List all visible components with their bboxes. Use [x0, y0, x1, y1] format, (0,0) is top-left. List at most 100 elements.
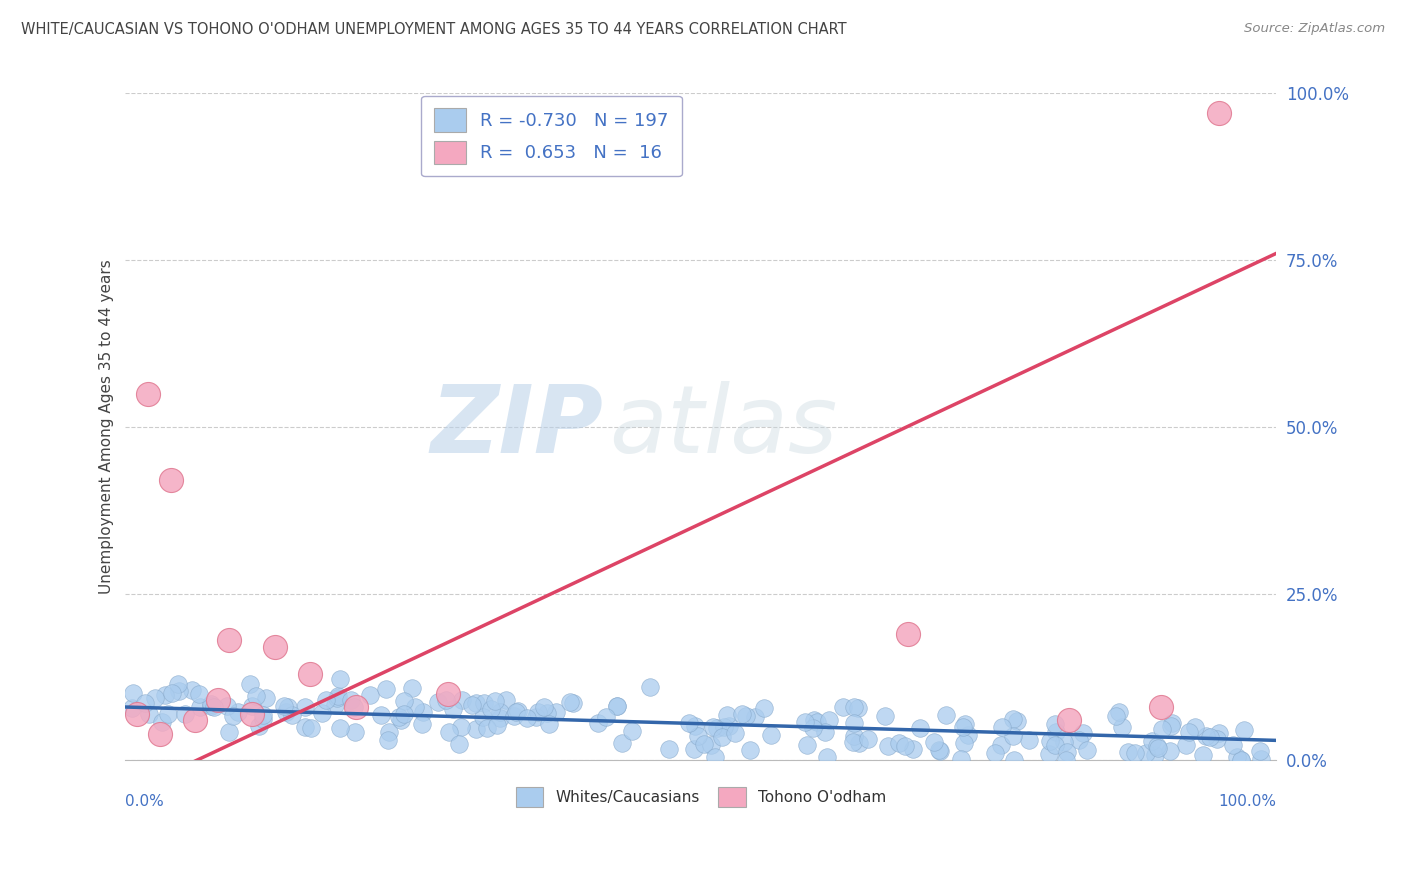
Point: [1250, 752, 1272, 766]
Point: [842, 735, 865, 749]
Point: [401, 681, 423, 696]
Point: [894, 739, 917, 753]
Point: [620, 724, 643, 739]
Point: [536, 706, 558, 720]
Point: [1160, 719, 1182, 733]
Point: [245, 689, 267, 703]
Point: [1222, 738, 1244, 752]
Point: [240, 698, 263, 713]
Point: [344, 700, 367, 714]
Text: Source: ZipAtlas.com: Source: ZipAtlas.com: [1244, 22, 1385, 36]
Point: [460, 698, 482, 712]
Point: [524, 710, 547, 724]
Point: [1135, 746, 1157, 760]
Point: [803, 713, 825, 727]
Point: [1225, 749, 1247, 764]
Point: [465, 696, 488, 710]
Point: [200, 699, 222, 714]
Point: [162, 686, 184, 700]
Point: [1192, 747, 1215, 762]
Point: [277, 699, 299, 714]
Point: [166, 677, 188, 691]
Point: [1146, 739, 1168, 753]
Point: [953, 736, 976, 750]
Point: [447, 738, 470, 752]
Text: WHITE/CAUCASIAN VS TOHONO O'ODHAM UNEMPLOYMENT AMONG AGES 35 TO 44 YEARS CORRELA: WHITE/CAUCASIAN VS TOHONO O'ODHAM UNEMPL…: [21, 22, 846, 37]
Point: [1056, 744, 1078, 758]
Point: [122, 686, 145, 700]
Point: [1208, 725, 1230, 739]
Point: [1208, 106, 1230, 120]
Point: [724, 725, 747, 739]
Point: [479, 702, 502, 716]
Point: [1230, 753, 1253, 767]
Point: [953, 717, 976, 731]
Point: [217, 699, 239, 714]
Point: [1038, 747, 1060, 761]
Point: [505, 705, 527, 719]
Point: [434, 693, 457, 707]
Point: [1045, 724, 1067, 739]
Point: [207, 693, 229, 707]
Point: [606, 698, 628, 713]
Point: [486, 717, 509, 731]
Point: [846, 701, 869, 715]
Point: [221, 709, 243, 723]
Point: [323, 698, 346, 713]
Point: [344, 724, 367, 739]
Point: [1001, 712, 1024, 726]
Point: [744, 710, 766, 724]
Point: [586, 715, 609, 730]
Point: [813, 724, 835, 739]
Point: [340, 692, 363, 706]
Point: [377, 724, 399, 739]
Point: [160, 473, 183, 487]
Point: [311, 706, 333, 720]
Point: [703, 749, 725, 764]
Point: [537, 717, 560, 731]
Point: [370, 707, 392, 722]
Point: [328, 690, 350, 704]
Point: [561, 696, 583, 710]
Point: [1230, 753, 1253, 767]
Point: [1206, 732, 1229, 747]
Point: [404, 699, 426, 714]
Point: [1054, 753, 1077, 767]
Point: [325, 691, 347, 706]
Point: [388, 710, 411, 724]
Point: [678, 715, 700, 730]
Point: [935, 707, 957, 722]
Point: [897, 626, 920, 640]
Point: [887, 736, 910, 750]
Point: [638, 680, 661, 694]
Point: [488, 705, 510, 719]
Point: [1057, 714, 1080, 728]
Legend: Whites/Caucasians, Tohono O'odham: Whites/Caucasians, Tohono O'odham: [509, 780, 891, 813]
Point: [873, 709, 896, 723]
Point: [294, 720, 316, 734]
Point: [450, 720, 472, 734]
Point: [754, 701, 776, 715]
Point: [693, 737, 716, 751]
Point: [472, 696, 495, 710]
Point: [1018, 733, 1040, 747]
Point: [1001, 729, 1024, 743]
Point: [281, 708, 304, 723]
Point: [533, 700, 555, 714]
Point: [464, 723, 486, 737]
Text: atlas: atlas: [609, 382, 837, 473]
Point: [612, 736, 634, 750]
Point: [711, 730, 734, 744]
Point: [910, 721, 932, 735]
Point: [392, 707, 415, 722]
Point: [412, 705, 434, 719]
Point: [426, 695, 449, 709]
Point: [121, 701, 143, 715]
Point: [218, 633, 240, 648]
Point: [527, 706, 550, 720]
Point: [239, 677, 262, 691]
Point: [343, 700, 366, 714]
Point: [1150, 723, 1173, 737]
Point: [274, 706, 297, 720]
Point: [1233, 723, 1256, 738]
